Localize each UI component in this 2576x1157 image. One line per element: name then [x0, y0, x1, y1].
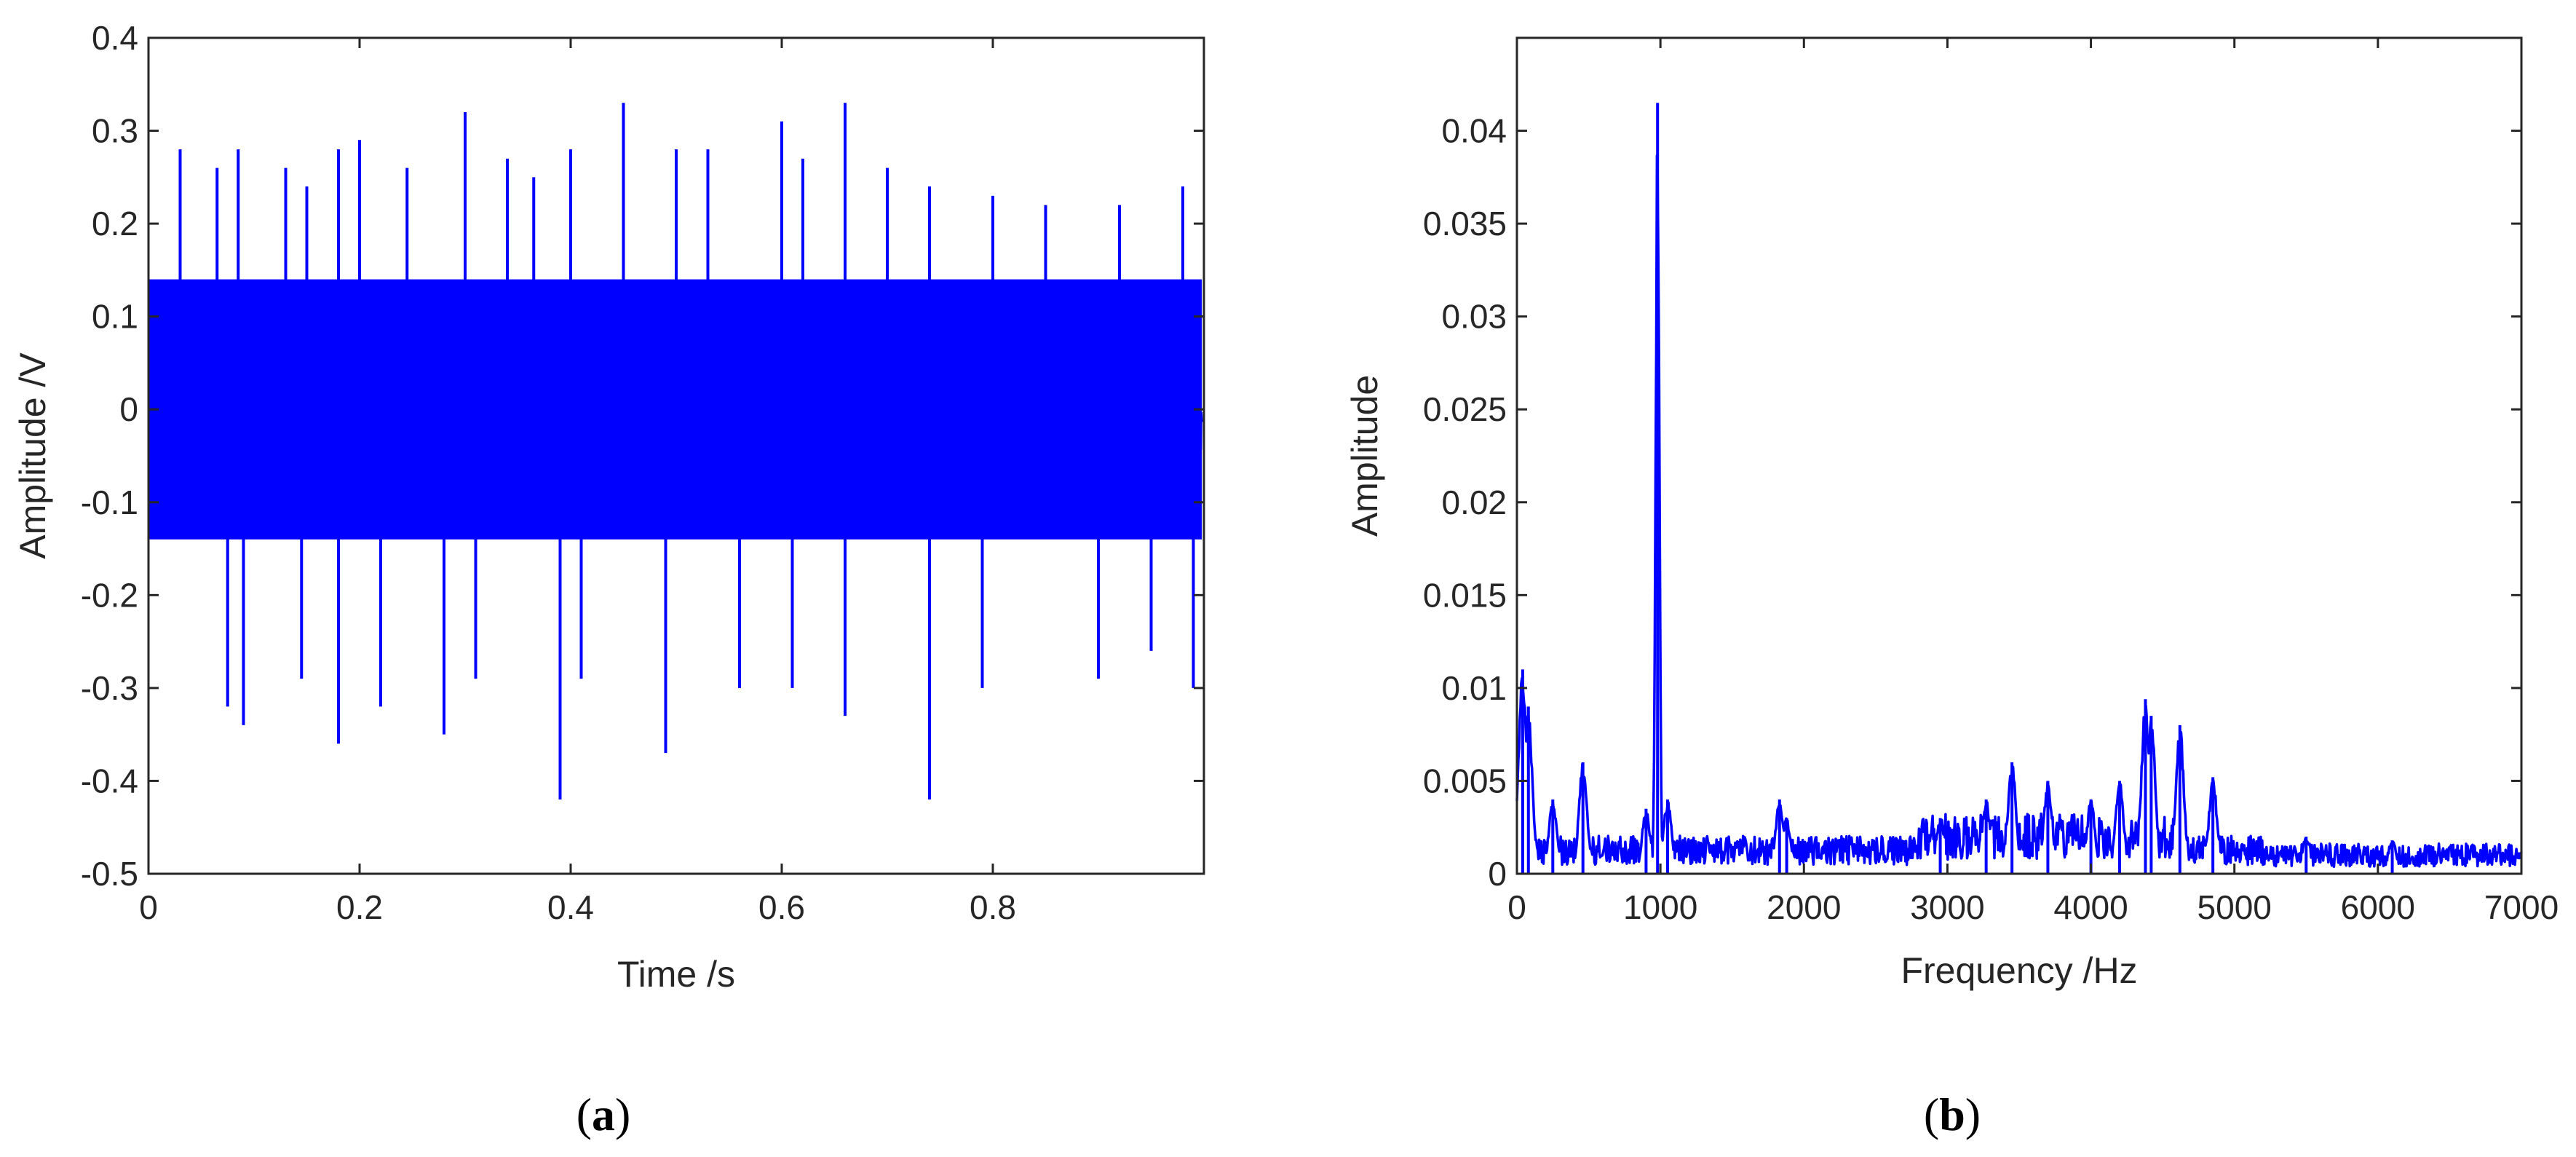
plot-frame	[1515, 36, 2523, 875]
x-axis-label: Time /s	[617, 954, 735, 995]
x-tick-label: 5000	[2197, 888, 2272, 926]
y-tick-label: 0.04	[1441, 112, 1507, 150]
x-tick-label: 4000	[2053, 888, 2128, 926]
y-tick-label: 0.015	[1423, 576, 1507, 614]
x-tick-label: 0	[139, 888, 158, 926]
x-tick-label: 3000	[1910, 888, 1984, 926]
x-axis-ticks: 0 0.2 0.4 0.6 0.8	[139, 38, 1016, 926]
chart-panel-a: 0 0.2 0.4 0.6 0.8 0.4 0.3 0.2 0.1 0 -0.1 -0.2 -0.3 -…	[12, 19, 1205, 1140]
y-tick-label: 0.2	[92, 205, 138, 242]
y-axis-ticks: 0.04 0.035 0.03 0.025 0.02 0.015 0.01 0.005 0	[1423, 112, 2521, 893]
y-tick-label: -0.4	[81, 762, 138, 799]
plot-area	[1515, 103, 2523, 874]
spectrum-line	[1515, 154, 2523, 868]
x-tick-label: 0.6	[758, 888, 805, 926]
y-tick-label: -0.1	[81, 483, 138, 521]
caption-letter: a	[592, 1089, 615, 1140]
y-tick-label: 0.03	[1441, 298, 1507, 336]
y-tick-label: 0.1	[92, 298, 138, 336]
x-tick-label: 1000	[1623, 888, 1697, 926]
x-tick-label: 0.4	[547, 888, 594, 926]
chart-panel-b: 0 1000 2000 3000 4000 5000 6000 7000 0.040.0350…	[1344, 36, 2559, 1140]
y-tick-label: 0	[119, 390, 138, 428]
y-tick-label: 0.01	[1441, 669, 1507, 707]
y-tick-label: 0.4	[92, 19, 138, 57]
x-tick-label: 6000	[2341, 888, 2415, 926]
y-tick-label: 0.005	[1423, 762, 1507, 799]
y-tick-label: 0.025	[1423, 390, 1507, 428]
panel-caption-b: (b)	[1924, 1089, 1981, 1140]
y-tick-label: -0.3	[81, 669, 138, 707]
panel-caption-a: (a)	[576, 1089, 631, 1140]
x-tick-label: 2000	[1767, 888, 1841, 926]
x-tick-label: 0	[1507, 888, 1526, 926]
x-tick-label: 0.2	[336, 888, 383, 926]
x-tick-label: 0.8	[970, 888, 1016, 926]
plot-frame	[147, 36, 1205, 875]
y-tick-label: -0.2	[81, 576, 138, 614]
y-axis-label: Amplitude /V	[12, 352, 53, 559]
x-tick-label: 7000	[2484, 888, 2559, 926]
y-tick-label: -0.5	[81, 855, 138, 893]
x-axis-label: Frequency /Hz	[1901, 950, 2137, 991]
y-axis-ticks: 0.4 0.3 0.2 0.1 0 -0.1 -0.2 -0.3 -0.4 -0.5	[81, 19, 1204, 893]
y-tick-label: 0.3	[92, 112, 138, 150]
plot-area	[147, 103, 1203, 799]
caption-letter: b	[1939, 1089, 1965, 1140]
y-tick-label: 0.035	[1423, 205, 1507, 242]
x-axis-ticks: 0 1000 2000 3000 4000 5000 6000 7000	[1507, 38, 2559, 926]
y-axis-label: Amplitude	[1344, 375, 1385, 537]
y-tick-label: 0	[1488, 855, 1507, 893]
y-tick-label: 0.02	[1441, 483, 1507, 521]
